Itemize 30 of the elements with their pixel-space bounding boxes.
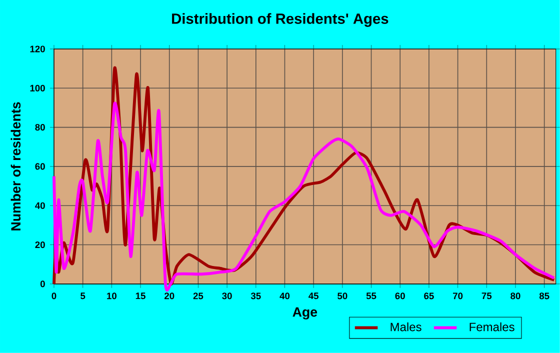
x-tick-label: 10 [107,292,116,300]
x-tick-label: 45 [308,292,319,300]
x-tick-label: 80 [510,292,520,300]
x-tick-label: 60 [395,292,405,300]
y-tick-label: 100 [30,84,45,92]
x-tick-label: 30 [222,292,232,300]
legend-label: Males [390,322,422,332]
x-tick-label: 20 [164,292,174,300]
x-tick-label: 55 [366,292,376,300]
y-tick-label: 0 [40,280,45,288]
x-tick-label: 35 [250,292,261,300]
x-axis-title: Age [292,307,318,320]
x-tick-label: 25 [193,292,204,300]
y-axis-title: Number of residents [10,102,21,230]
y-tick-label: 20 [35,242,45,248]
x-tick-label: 0 [52,292,56,300]
legend-label: Females [470,322,514,332]
y-tick-label: 60 [35,163,45,170]
x-tick-label: 50 [338,292,348,300]
x-tick-label: 40 [280,292,290,300]
chart-title: Distribution of Residents' Ages [172,13,388,27]
y-tick-label: 80 [35,124,45,131]
x-tick-label: 5 [80,292,86,300]
x-tick-label: 85 [539,292,550,300]
x-tick-label: 65 [424,292,434,300]
x-tick-label: 75 [482,292,492,300]
y-tick-label: 120 [30,46,45,52]
x-tick-label: 15 [136,292,146,300]
x-tick-label: 70 [453,292,463,300]
y-tick-label: 40 [35,202,45,209]
